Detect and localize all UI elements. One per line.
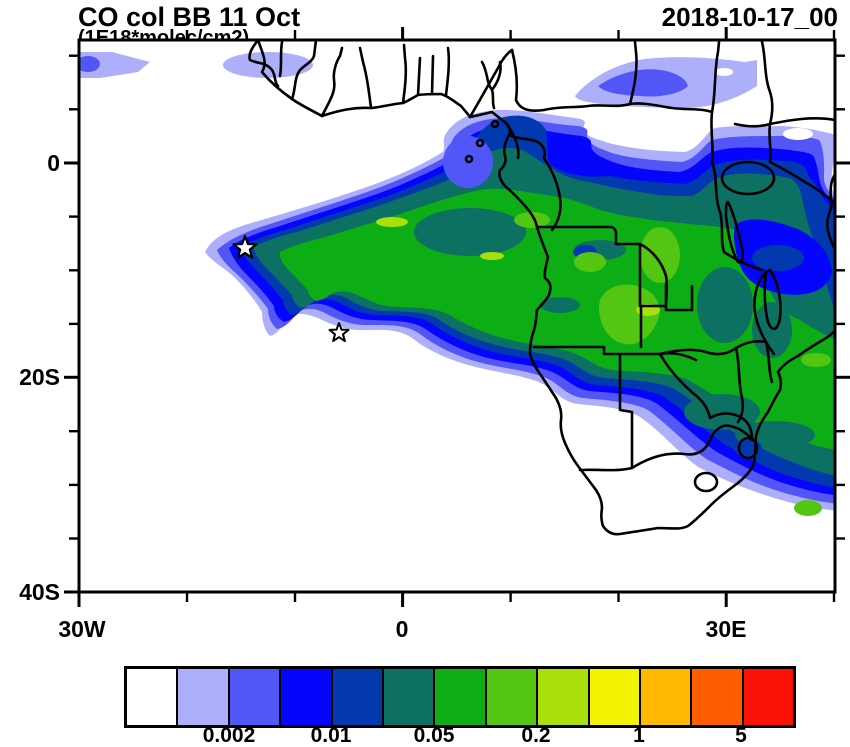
border-togo-benin [416,54,435,97]
border-tanzania-zambia [722,250,764,272]
border-namibia-botswana-sa [578,354,754,472]
colorbar-cell [229,669,282,725]
border-gabon-congo [504,121,562,232]
brightgreen-zambia [599,284,660,345]
brightgreen-spot-2 [514,212,550,228]
colorbar-cell [383,669,436,725]
lat-label-0: 0 [47,150,60,176]
teal-patch-nw-angola [414,208,526,256]
border-zambia-zimbabwe [658,339,768,356]
niger-rivers [480,60,502,110]
colorbar-label: 0.01 [310,724,352,747]
colorbar [124,666,796,728]
colorbar-cell [486,669,539,725]
white-sliver-streak [715,68,733,76]
navy-core-tanzania [752,245,804,271]
east-coastline [825,172,835,252]
contour-field [79,40,835,592]
timestamp-label: 2018-10-17_00 [661,2,838,32]
border-lesotho [693,471,719,493]
contour-violet-corner [79,56,100,72]
border-ethiopia [733,40,835,128]
lat-label-40s: 40S [19,579,60,605]
brightgreen-east-angola [640,227,680,283]
colorbar-cell [332,669,384,725]
africa-coastline [256,40,835,536]
colorbar-label: 1 [633,724,645,747]
border-zimbabwe-mozambique [734,346,745,424]
border-ci-ghana [358,46,373,110]
border-sudan-ssudan [710,40,721,114]
star-marker-2 [328,322,350,343]
lake-victoria [720,160,776,196]
axes-frame [64,27,850,607]
border-eswatini [737,436,759,460]
colorbar-label: 0.002 [202,724,256,747]
border-angola-zambia [638,242,668,349]
lake-malawi [763,268,782,331]
brightgreen-spot-3 [801,353,831,367]
border-west-africa-2 [290,40,318,101]
colorbar-cell [692,669,744,725]
border-uganda-kenya [768,122,835,205]
colorbar-cell [435,669,487,725]
border-nigeria-cameroon [468,48,514,119]
lake-tanganyika [724,200,745,264]
border-angola-drc [535,225,642,246]
teal-patch-mozambique [752,302,792,358]
lon-label-30e: 30E [706,616,747,642]
border-angola-namibia [532,345,698,362]
colorbar-cell [538,669,590,725]
border-west-africa-3 [278,40,284,78]
border-west-africa-1 [248,40,280,88]
lon-label-0: 0 [396,616,409,642]
colorbar-cell [589,669,641,725]
map-svg: 0 20S 40S 30W 0 30E [19,27,850,642]
border-malawi [753,270,776,356]
contour-violet-streak-core [598,69,688,97]
star-marker-1 [232,234,258,259]
island-principe [475,138,485,148]
colorbar-cell [743,669,794,725]
colorbar-label: 0.2 [521,724,551,747]
page-title: CO col BB 11 Oct [78,2,301,32]
brightgreen-spot-4 [794,500,822,516]
colorbar-cell [281,669,333,725]
border-botswana-zimbabwe [658,352,754,442]
teal-patch-angola [540,297,580,313]
lat-label-20s: 20S [19,364,60,390]
contour-lavender-corner [79,52,150,78]
border-car-horizontal [510,48,714,114]
border-benin-nigeria [444,46,451,97]
yellowgreen-sliver-1 [376,217,408,227]
colorbar-label: 0.05 [413,724,455,747]
border-drc-zambia [638,242,694,312]
lon-label-30w: 30W [58,616,106,642]
border-ghana-togo [401,43,408,105]
colorbar-cell [178,669,230,725]
colorbar-label: 5 [735,724,747,747]
colorbar-cell [640,669,693,725]
border-car-sudan [628,40,638,106]
island-bioko [490,119,500,129]
colorbar-cell [127,669,179,725]
white-pocket-band [783,128,813,140]
border-liberia-ci [320,46,344,118]
island-sao-tome [464,154,474,164]
border-drc-uganda [710,110,726,254]
brightgreen-spot-1 [574,252,606,272]
teal-patch-malawi [697,267,753,343]
contour-green-main [279,188,835,450]
yellowgreen-sliver-2 [480,252,504,260]
